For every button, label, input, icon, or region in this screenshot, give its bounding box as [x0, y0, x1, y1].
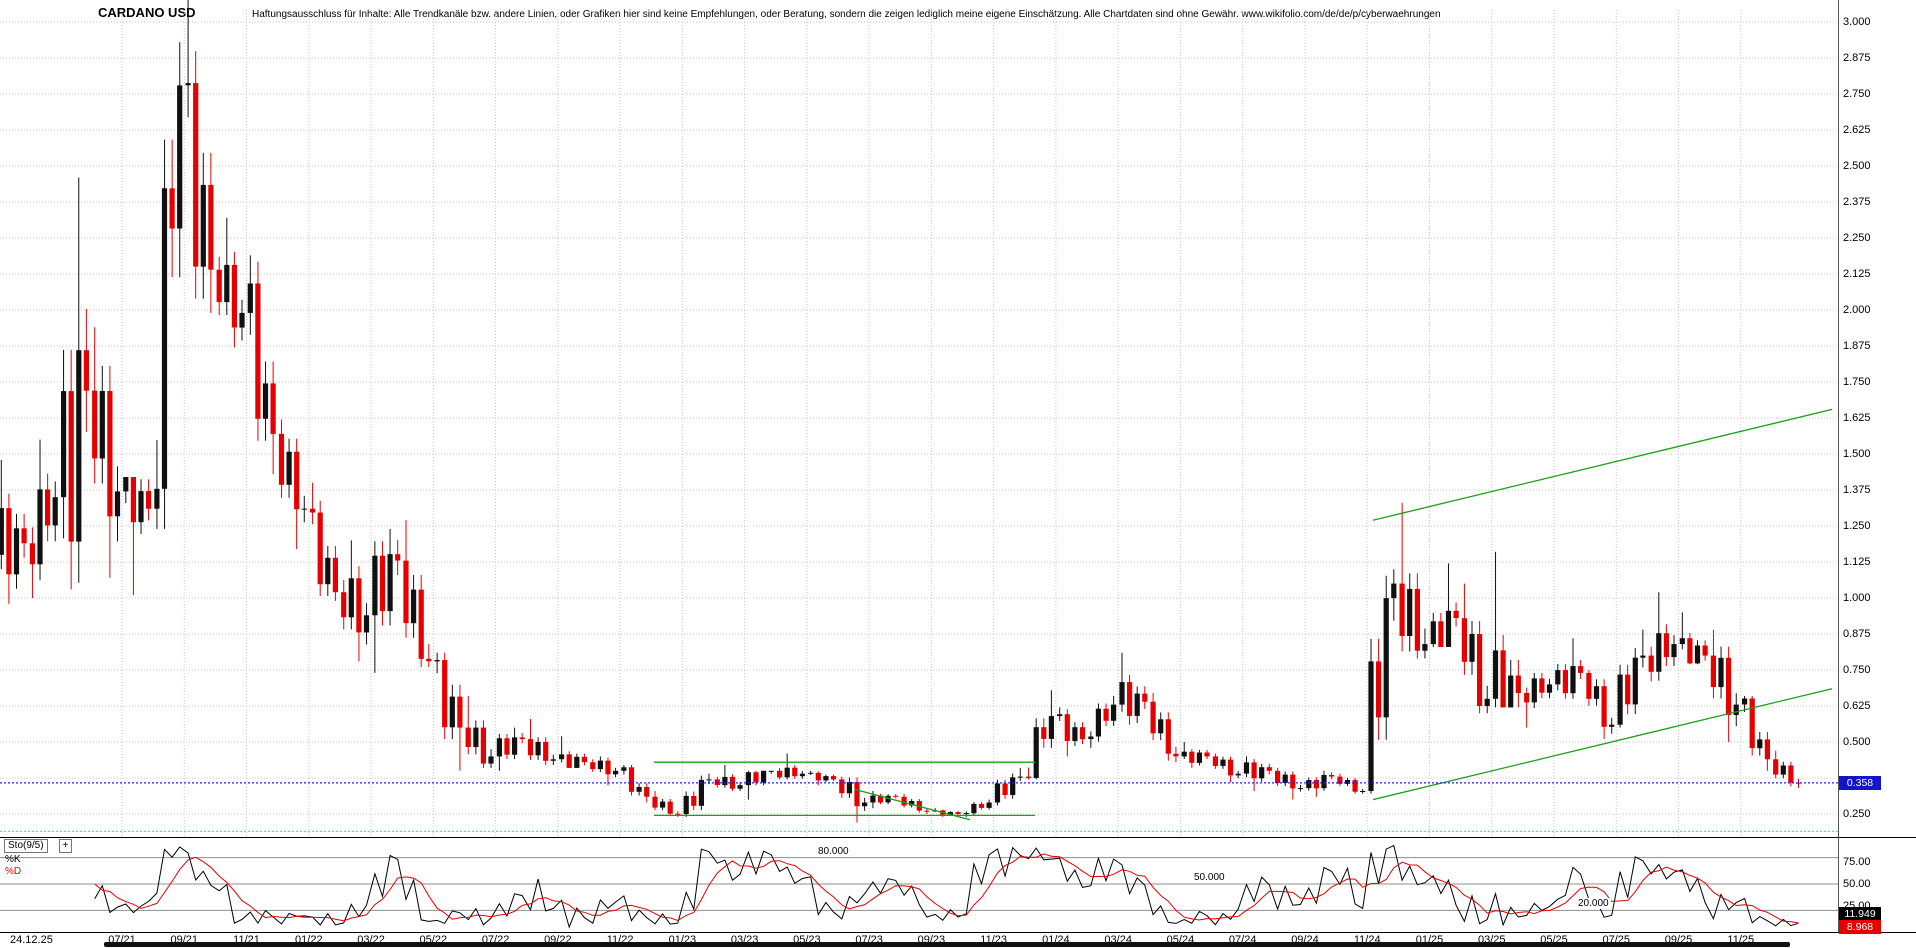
panel-bottom-line [0, 932, 1916, 933]
y-axis-label: 1.500 [1843, 448, 1871, 460]
y-axis-label: 2.250 [1843, 232, 1871, 244]
y-axis-label: 1.875 [1843, 340, 1871, 352]
stoch-level-label: 20.000 [1576, 898, 1611, 910]
stoch-d-value-badge: 8.968 [1839, 920, 1881, 934]
stoch-level-label: 80.000 [816, 845, 851, 857]
y-axis-label: 1.750 [1843, 376, 1871, 388]
y-axis-label: 1.125 [1843, 556, 1871, 568]
y-axis-label: 1.000 [1843, 592, 1871, 604]
y-axis-label: 0.500 [1843, 736, 1871, 748]
stoch-level-label: 50.000 [1192, 872, 1227, 883]
y-axis-label: 2.875 [1843, 52, 1871, 64]
add-indicator-button[interactable]: + [59, 839, 72, 853]
y-axis-label: 2.750 [1843, 88, 1871, 100]
stoch-axis-label: 50.00 [1843, 878, 1871, 890]
y-axis-label: 1.375 [1843, 484, 1871, 496]
stoch-d-label: %D [5, 866, 22, 877]
axis-separator-line [1838, 0, 1839, 932]
y-axis-label: 2.500 [1843, 160, 1871, 172]
stochastic-panel-canvas[interactable] [0, 838, 1838, 932]
current-price-badge: 0.358 [1839, 775, 1881, 790]
y-axis-label: 3.000 [1843, 16, 1871, 28]
y-axis-label: 2.625 [1843, 124, 1871, 136]
y-axis-label: 0.250 [1843, 808, 1871, 820]
stoch-axis-label: 75.00 [1843, 856, 1871, 868]
price-chart-canvas[interactable] [0, 0, 1838, 838]
y-axis-label: 0.625 [1843, 700, 1871, 712]
panel-divider-line [0, 837, 1916, 838]
y-axis-label: 1.625 [1843, 412, 1871, 424]
stoch-k-value-badge: 11.949 [1839, 907, 1881, 921]
y-axis-label: 1.250 [1843, 520, 1871, 532]
indicator-settings-button[interactable]: Sto(9/5) [4, 839, 48, 853]
time-scrollbar[interactable] [104, 942, 1790, 947]
disclaimer-text: Haftungsausschluss für Inhalte: Alle Tre… [252, 9, 1441, 20]
y-axis-label: 2.375 [1843, 196, 1871, 208]
y-axis-label: 0.750 [1843, 664, 1871, 676]
x-axis-start-label: 24.12.25 [10, 934, 53, 946]
y-axis-label: 2.125 [1843, 268, 1871, 280]
y-axis-label: 2.000 [1843, 304, 1871, 316]
stoch-k-label: %K [5, 854, 21, 865]
y-axis-label: 0.875 [1843, 628, 1871, 640]
